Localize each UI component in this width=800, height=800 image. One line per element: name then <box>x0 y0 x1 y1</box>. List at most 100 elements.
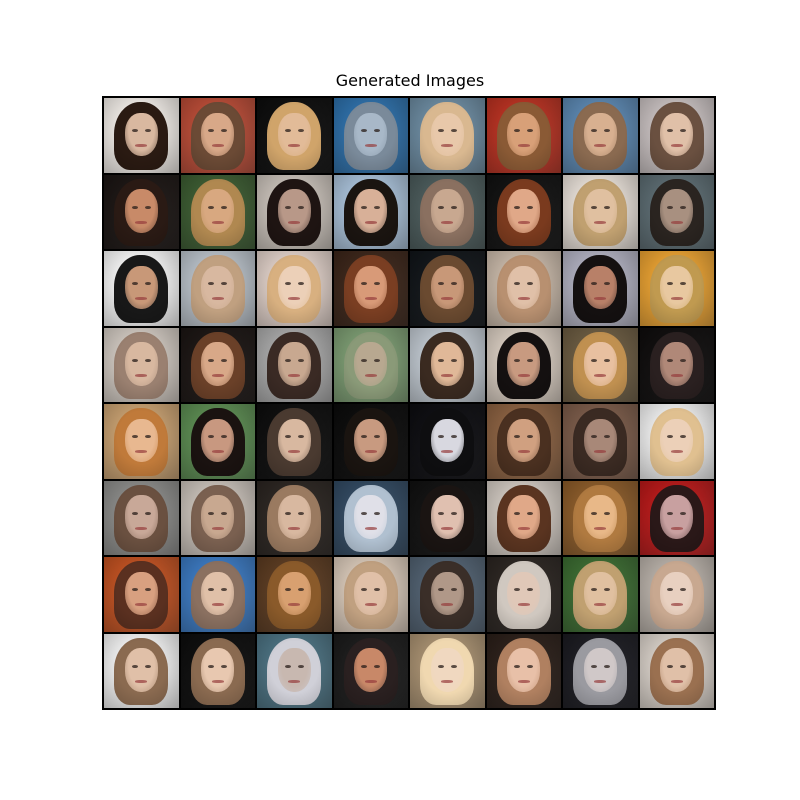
mouth <box>288 603 301 607</box>
right-eye <box>450 664 457 668</box>
left-eye <box>208 435 215 439</box>
generated-image-tile <box>486 98 561 173</box>
left-eye <box>437 282 444 286</box>
left-eye <box>590 511 597 515</box>
left-eye <box>590 129 597 133</box>
mouth <box>441 297 454 301</box>
generated-image-tile <box>410 557 485 632</box>
right-eye <box>450 282 457 286</box>
vignette <box>257 557 332 632</box>
generated-image-tile <box>639 98 714 173</box>
generated-image-tile <box>257 633 332 708</box>
mouth <box>135 373 148 377</box>
right-eye <box>680 129 687 133</box>
right-eye <box>374 129 381 133</box>
left-eye <box>284 588 291 592</box>
mouth <box>135 526 148 530</box>
vignette <box>410 251 485 326</box>
face-shape <box>354 571 388 616</box>
generated-image-tile <box>333 557 408 632</box>
right-eye <box>297 205 304 209</box>
mouth <box>211 450 224 454</box>
mouth <box>441 220 454 224</box>
face-shape <box>583 342 617 386</box>
vignette <box>410 98 485 173</box>
face-shape <box>430 112 464 157</box>
left-eye <box>514 358 521 362</box>
mouth <box>517 297 530 301</box>
vignette <box>563 480 638 555</box>
mouth <box>364 220 377 224</box>
mouth <box>364 144 377 148</box>
mouth <box>211 144 224 148</box>
face-shape <box>430 648 464 692</box>
vignette <box>410 174 485 249</box>
face-shape <box>124 571 158 616</box>
generated-image-tile <box>333 327 408 402</box>
right-eye <box>450 129 457 133</box>
vignette <box>104 557 179 632</box>
vignette <box>104 327 179 402</box>
vignette <box>639 174 714 249</box>
left-eye <box>667 358 674 362</box>
vignette <box>486 480 561 555</box>
right-eye <box>450 205 457 209</box>
face-shape <box>201 418 235 463</box>
right-eye <box>221 435 228 439</box>
mouth <box>594 679 607 683</box>
face-shape <box>583 112 617 157</box>
generated-image-tile <box>639 327 714 402</box>
generated-image-tile <box>563 98 638 173</box>
mouth <box>594 297 607 301</box>
vignette <box>333 98 408 173</box>
generated-image-tile <box>104 174 179 249</box>
mouth <box>670 373 683 377</box>
generated-image-tile <box>257 557 332 632</box>
generated-image-tile <box>639 404 714 479</box>
vignette <box>257 251 332 326</box>
face-shape <box>430 418 464 463</box>
left-eye <box>361 664 368 668</box>
left-eye <box>437 511 444 515</box>
vignette <box>257 98 332 173</box>
vignette <box>486 174 561 249</box>
vignette <box>410 633 485 708</box>
right-eye <box>603 282 610 286</box>
left-eye <box>437 358 444 362</box>
left-eye <box>208 129 215 133</box>
face-shape <box>277 418 311 463</box>
vignette <box>257 404 332 479</box>
right-eye <box>144 358 151 362</box>
mouth <box>364 526 377 530</box>
left-eye <box>514 664 521 668</box>
right-eye <box>603 435 610 439</box>
right-eye <box>680 205 687 209</box>
left-eye <box>437 435 444 439</box>
face-shape <box>277 342 311 386</box>
generated-image-tile <box>333 98 408 173</box>
right-eye <box>374 511 381 515</box>
face-shape <box>354 648 388 692</box>
right-eye <box>680 282 687 286</box>
generated-image-tile <box>180 327 255 402</box>
face-shape <box>583 648 617 692</box>
generated-image-tile <box>104 98 179 173</box>
left-eye <box>590 435 597 439</box>
right-eye <box>144 129 151 133</box>
left-eye <box>131 282 138 286</box>
right-eye <box>144 511 151 515</box>
left-eye <box>131 435 138 439</box>
mouth <box>288 220 301 224</box>
right-eye <box>680 435 687 439</box>
generated-image-tile <box>410 633 485 708</box>
mouth <box>211 526 224 530</box>
vignette <box>563 251 638 326</box>
vignette <box>180 327 255 402</box>
face-shape <box>660 495 694 539</box>
left-eye <box>131 129 138 133</box>
mouth <box>594 144 607 148</box>
generated-image-tile <box>180 480 255 555</box>
generated-image-tile <box>257 480 332 555</box>
generated-image-tile <box>486 404 561 479</box>
generated-image-tile <box>563 557 638 632</box>
